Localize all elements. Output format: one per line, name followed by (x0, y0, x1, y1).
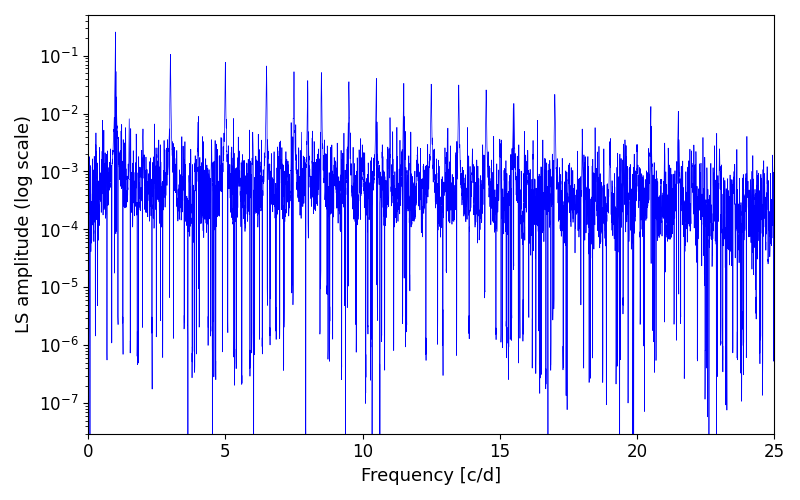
X-axis label: Frequency [c/d]: Frequency [c/d] (361, 467, 502, 485)
Y-axis label: LS amplitude (log scale): LS amplitude (log scale) (15, 116, 33, 334)
